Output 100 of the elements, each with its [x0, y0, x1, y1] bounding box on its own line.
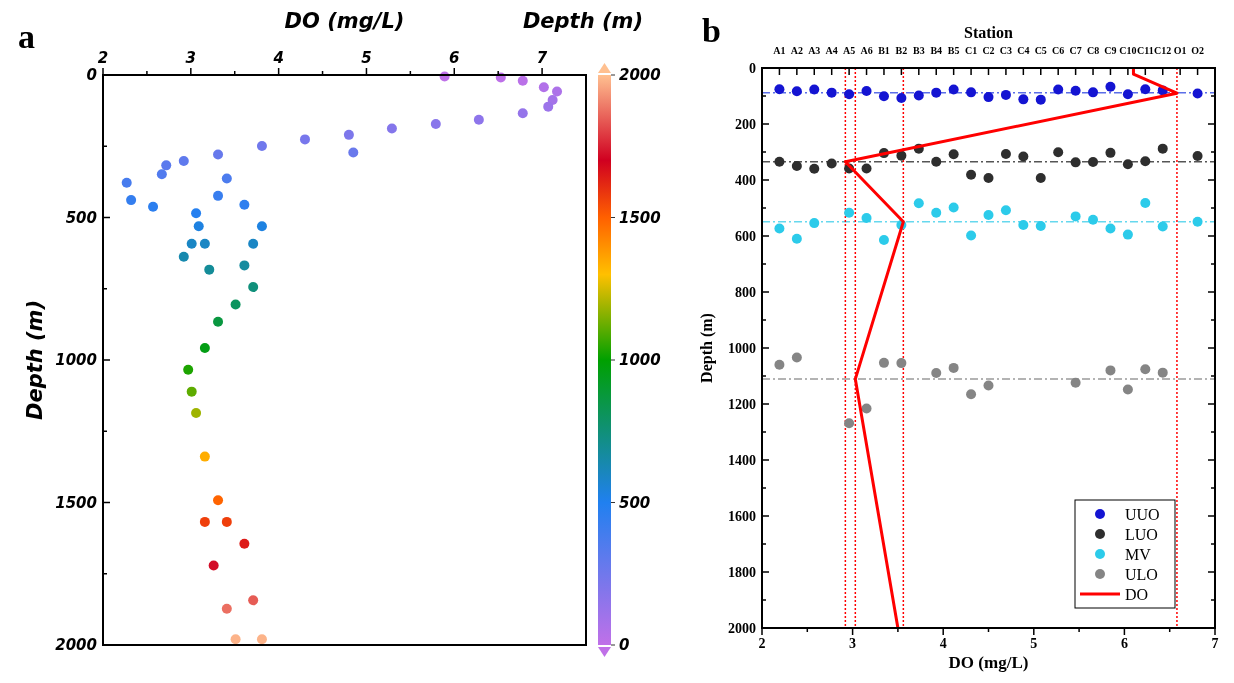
point	[256, 634, 267, 645]
point	[208, 560, 219, 571]
point	[1157, 367, 1168, 378]
point	[299, 134, 310, 145]
point	[913, 90, 924, 101]
point	[983, 380, 994, 391]
point	[878, 91, 889, 102]
x-axis-title: Station	[964, 24, 1014, 41]
y-tick-label: 600	[735, 229, 756, 244]
legend-label: UUO	[1125, 506, 1160, 523]
point	[386, 123, 397, 134]
point	[1070, 157, 1081, 168]
point	[1122, 229, 1133, 240]
point	[213, 190, 224, 201]
legend-label: LUO	[1125, 526, 1158, 543]
point	[861, 163, 872, 174]
x2-tick-label: 2	[758, 636, 766, 651]
point	[948, 362, 959, 373]
point	[248, 595, 259, 606]
point	[1070, 85, 1081, 96]
point	[931, 156, 942, 167]
point	[161, 160, 172, 171]
point	[348, 147, 359, 158]
point	[1035, 220, 1046, 231]
point	[178, 251, 189, 262]
point	[826, 87, 837, 98]
point	[774, 156, 785, 167]
point	[1140, 364, 1151, 375]
point	[809, 84, 820, 95]
x-tick-label: 5	[361, 49, 372, 67]
x-tick-label: C12	[1154, 45, 1172, 56]
point	[896, 92, 907, 103]
point	[966, 87, 977, 98]
x2-tick-label: 7	[1211, 636, 1219, 651]
point	[213, 495, 224, 506]
x2-tick-label: 5	[1030, 636, 1038, 651]
point	[948, 84, 959, 95]
point	[547, 95, 558, 106]
point	[1105, 81, 1116, 92]
y-tick-label: 800	[735, 285, 756, 300]
point	[186, 386, 197, 397]
point	[473, 114, 484, 125]
point	[791, 161, 802, 171]
point	[517, 108, 528, 119]
point	[1122, 384, 1133, 395]
color-bar-title: Depth (m)	[522, 9, 643, 33]
y-tick-label: 2000	[55, 636, 97, 654]
point	[1000, 148, 1011, 159]
x2-tick-label: 6	[1120, 636, 1128, 651]
point	[1018, 94, 1029, 105]
point	[1105, 365, 1116, 376]
point	[199, 343, 210, 354]
color-bar-label: 2000	[619, 66, 661, 84]
x-tick-label: 4	[272, 49, 284, 67]
x-tick-label: A3	[808, 45, 821, 56]
point	[148, 201, 159, 212]
y-tick-label: 1000	[728, 341, 756, 356]
point	[1140, 197, 1151, 208]
y-axis-title: Depth (m)	[698, 313, 716, 383]
legend-label: DO	[1125, 586, 1149, 603]
point	[126, 195, 137, 206]
point	[178, 156, 189, 167]
x-tick-label: C6	[1052, 45, 1065, 56]
color-bar-label: 0	[619, 636, 630, 654]
point	[878, 234, 889, 245]
point	[948, 149, 959, 160]
point	[121, 177, 132, 188]
y-axis-title: Depth (m)	[23, 299, 47, 421]
y-tick-label: 0	[749, 61, 756, 76]
point	[191, 408, 202, 419]
x-tick-label: A4	[825, 45, 838, 56]
point	[1122, 159, 1133, 170]
y-tick-label: 1600	[728, 509, 756, 524]
point	[826, 158, 837, 169]
point	[1105, 223, 1116, 234]
point	[1192, 216, 1203, 227]
x2-axis-title: DO (mg/L)	[948, 653, 1029, 672]
y-tick-label: 1400	[728, 453, 756, 468]
point	[248, 238, 259, 249]
point	[983, 210, 994, 220]
x-tick-label: O1	[1173, 45, 1187, 56]
point	[983, 92, 994, 103]
y-tick-label: 1000	[55, 351, 97, 369]
point	[1192, 88, 1203, 99]
point	[1035, 94, 1046, 105]
point	[221, 516, 232, 527]
point	[844, 207, 855, 218]
point	[844, 89, 855, 100]
point	[517, 75, 528, 86]
point	[844, 418, 855, 429]
point	[896, 358, 907, 369]
x-axis-title: DO (mg/L)	[284, 9, 405, 33]
y-tick-label: 400	[735, 173, 756, 188]
point	[948, 202, 959, 213]
y-tick-label: 2000	[728, 621, 756, 636]
x-tick-label: C9	[1104, 45, 1117, 56]
point	[791, 233, 802, 244]
x-tick-label: A6	[860, 45, 873, 56]
color-bar-label: 1500	[619, 208, 661, 227]
color-bar-label: 500	[619, 493, 651, 512]
